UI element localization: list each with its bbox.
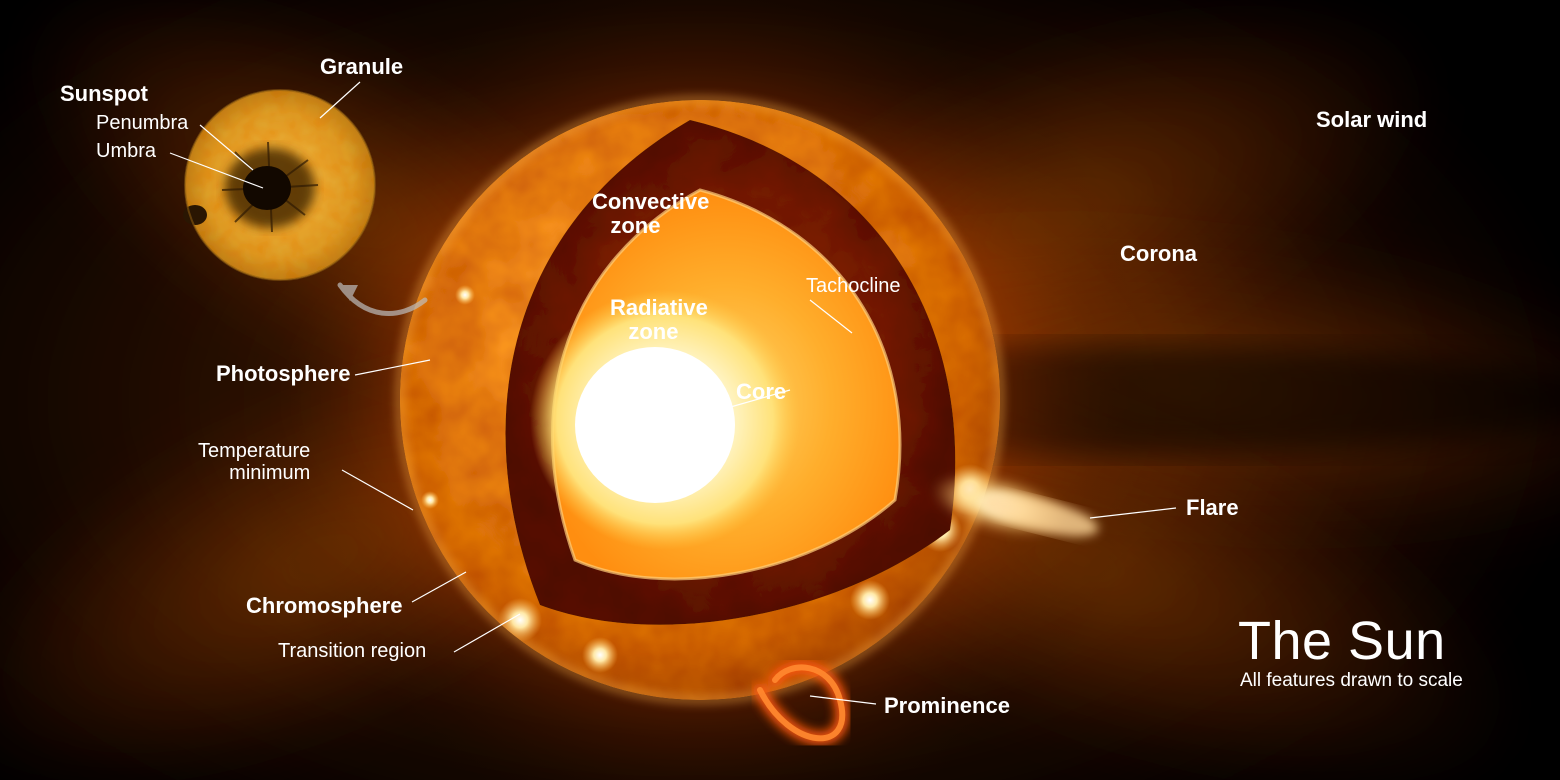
label-convective: Convective zone <box>592 190 709 238</box>
sun-diagram: Sunspot Penumbra Umbra Granule Photosphe… <box>0 0 1560 780</box>
label-tempmin: Temperature minimum <box>198 440 310 484</box>
label-core: Core <box>736 380 786 404</box>
label-radiative: Radiative zone <box>610 296 708 344</box>
label-transition: Transition region <box>278 640 426 662</box>
title-main: The Sun <box>1238 610 1446 672</box>
label-prominence: Prominence <box>884 694 1010 718</box>
label-granule: Granule <box>320 55 403 79</box>
sunspot-inset <box>183 90 375 280</box>
label-penumbra: Penumbra <box>96 112 188 134</box>
label-tachocline: Tachocline <box>806 275 901 297</box>
title-sub: All features drawn to scale <box>1240 670 1463 692</box>
label-sunspot: Sunspot <box>60 82 148 106</box>
label-umbra: Umbra <box>96 140 156 162</box>
label-corona: Corona <box>1120 242 1197 266</box>
label-solarwind: Solar wind <box>1316 108 1427 132</box>
label-chromosphere: Chromosphere <box>246 594 402 618</box>
label-photosphere: Photosphere <box>216 362 350 386</box>
label-flare: Flare <box>1186 496 1239 520</box>
